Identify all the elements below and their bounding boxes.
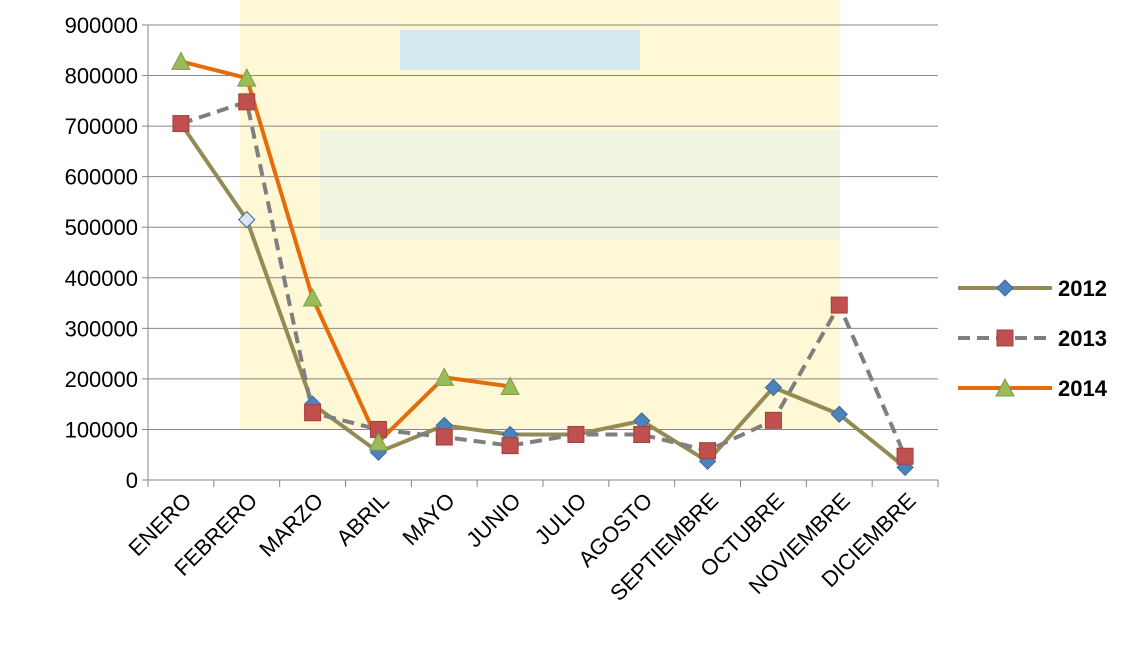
series-line-2012 bbox=[179, 122, 907, 469]
y-tick-label: 200000 bbox=[65, 367, 138, 392]
y-tick-label: 800000 bbox=[65, 64, 138, 89]
data-point-2013 bbox=[567, 426, 585, 443]
data-point-2014 bbox=[368, 432, 389, 451]
data-point-2013 bbox=[238, 93, 256, 111]
y-tick-label: 600000 bbox=[65, 165, 138, 190]
legend-marker-2014 bbox=[995, 377, 1015, 397]
y-tick-label: 100000 bbox=[65, 417, 138, 442]
data-point-2013 bbox=[830, 296, 848, 314]
legend-label-2013: 2013 bbox=[1058, 326, 1107, 351]
data-point-2012 bbox=[830, 405, 848, 423]
data-point-2013 bbox=[896, 447, 914, 465]
data-point-2013 bbox=[435, 428, 453, 446]
data-point-2013 bbox=[633, 426, 651, 443]
series-line-2014 bbox=[180, 59, 511, 445]
y-tick-label: 0 bbox=[126, 468, 138, 493]
y-tick-label: 700000 bbox=[65, 114, 138, 139]
y-tick-label: 300000 bbox=[65, 316, 138, 341]
legend-label-2014: 2014 bbox=[1058, 376, 1108, 401]
data-point-2012 bbox=[238, 210, 256, 229]
data-point-2013 bbox=[172, 115, 190, 133]
legend-marker-2012 bbox=[996, 279, 1014, 297]
data-point-2014 bbox=[434, 367, 455, 386]
y-tick-label: 900000 bbox=[65, 13, 138, 38]
data-point-2013 bbox=[699, 442, 717, 460]
background-picture bbox=[240, 0, 840, 430]
data-point-2013 bbox=[764, 411, 782, 429]
data-point-2014 bbox=[171, 51, 191, 70]
data-point-2012 bbox=[764, 378, 783, 397]
legend-label-2012: 2012 bbox=[1058, 276, 1107, 301]
data-point-2014 bbox=[236, 68, 257, 87]
data-point-2014 bbox=[302, 287, 323, 307]
y-tick-label: 400000 bbox=[65, 266, 138, 291]
legend-marker-2013 bbox=[996, 329, 1014, 347]
series-line-2013 bbox=[180, 99, 907, 458]
data-point-2014 bbox=[500, 376, 520, 395]
y-tick-label: 500000 bbox=[65, 215, 138, 240]
data-point-2013 bbox=[304, 404, 322, 422]
data-point-2013 bbox=[501, 437, 519, 455]
